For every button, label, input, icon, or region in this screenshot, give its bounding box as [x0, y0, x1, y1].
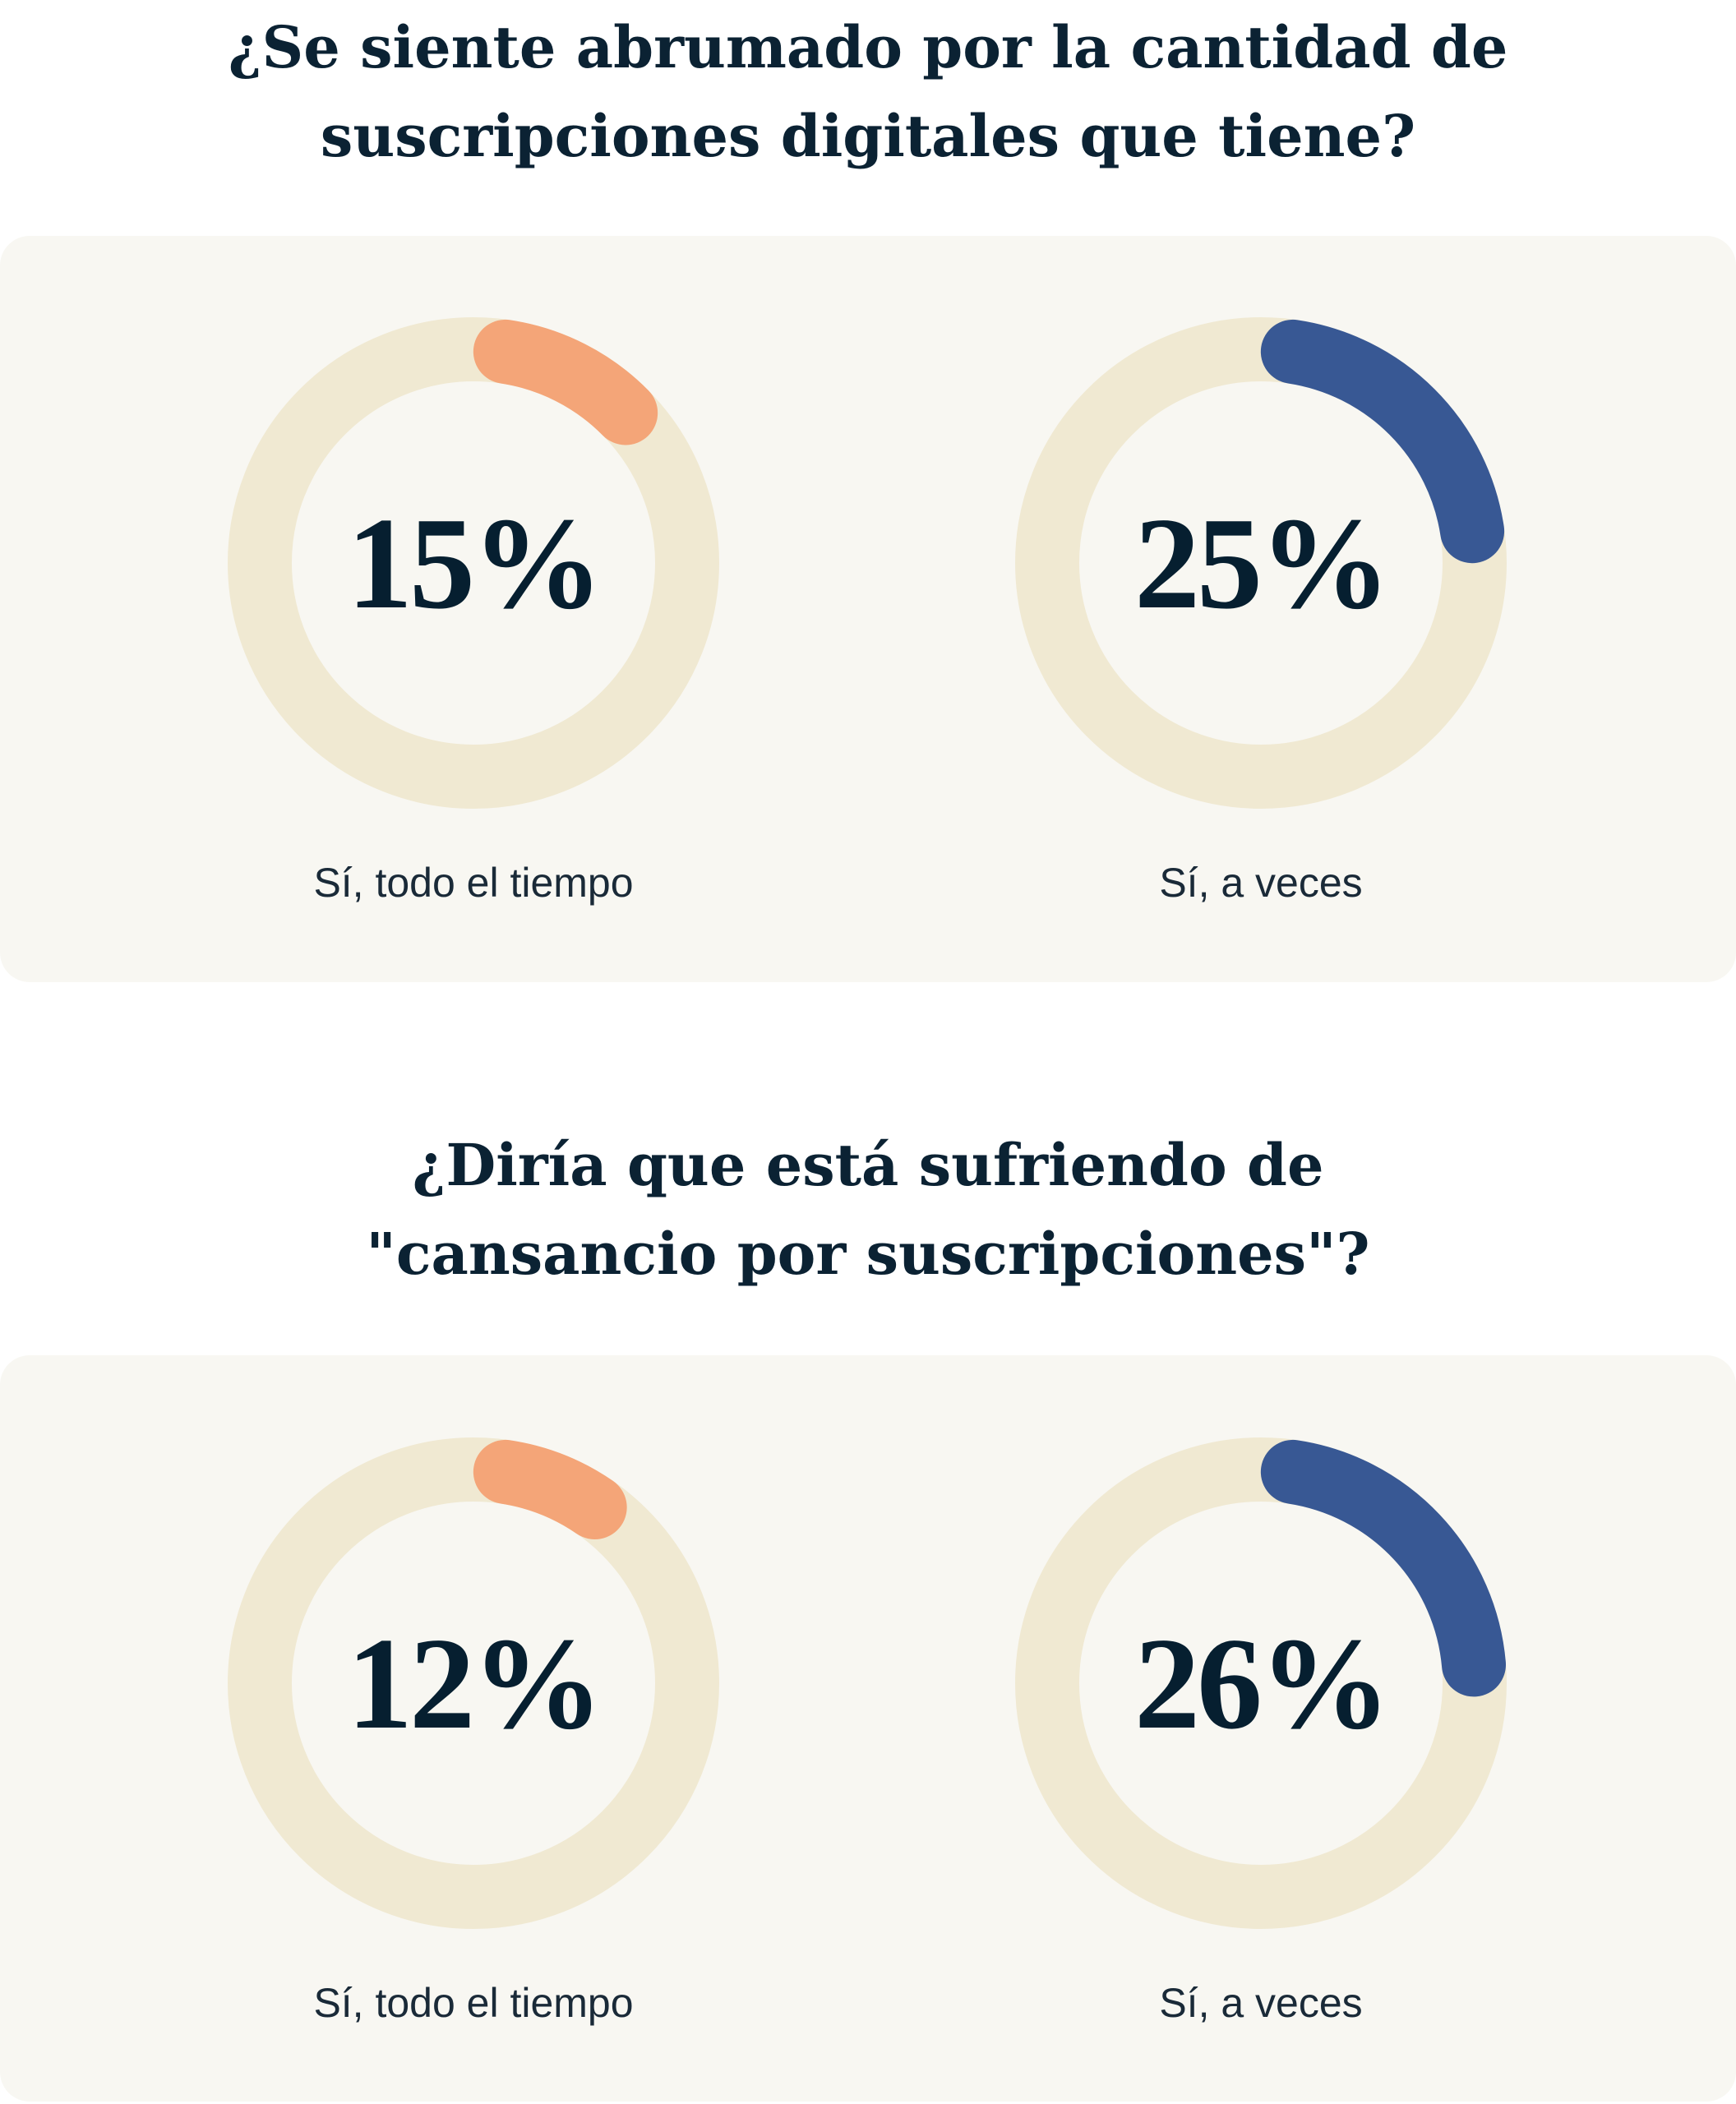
donut-segment — [1015, 316, 1507, 809]
donut-label: Sí, todo el tiempo — [313, 1980, 634, 2026]
percentage-value: 26% — [1134, 1609, 1391, 1756]
title-line: ¿Diría que está sufriendo de — [412, 1131, 1324, 1199]
donut-segment — [1015, 1437, 1507, 1929]
donut-chart: 12% — [227, 1437, 720, 1930]
title-line: ¿Se siente abrumado por la cantidad de — [228, 13, 1508, 81]
title-line: suscripciones digitales que tiene? — [320, 102, 1416, 170]
donut-chart: 25% — [1014, 316, 1507, 810]
donut-chart: 15% — [227, 316, 720, 810]
donut-segment — [227, 316, 719, 809]
donut-segment — [227, 1437, 719, 1929]
donut-chart: 26% — [1014, 1437, 1507, 1930]
title-line: "cansancio por suscripciones"? — [366, 1220, 1370, 1288]
chart-title-2: ¿Diría que está sufriendo de "cansancio … — [0, 1121, 1736, 1299]
percentage-value: 12% — [347, 1609, 603, 1756]
percentage-value: 25% — [1134, 489, 1391, 636]
donut-label: Sí, a veces — [1159, 1980, 1363, 2026]
donut-label: Sí, a veces — [1159, 860, 1363, 906]
donut-label: Sí, todo el tiempo — [313, 860, 634, 906]
percentage-value: 15% — [347, 489, 603, 636]
chart-title-1: ¿Se siente abrumado por la cantidad de s… — [0, 3, 1736, 181]
